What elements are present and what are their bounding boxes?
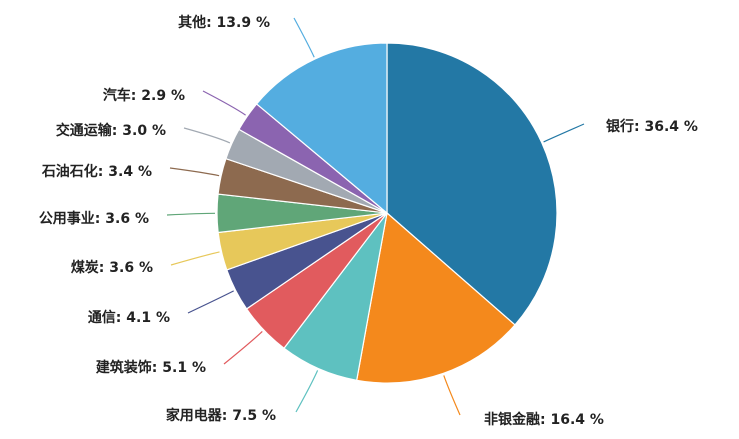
slice-label-公用事业: 公用事业: 3.6 % [39, 210, 149, 227]
slice-label-非银金融: 非银金融: 16.4 % [484, 411, 604, 428]
slice-label-其他: 其他: 13.9 % [178, 14, 270, 31]
leader-line-交通运输 [183, 127, 231, 144]
slice-label-石油石化: 石油石化: 3.4 % [41, 163, 152, 180]
slice-label-煤炭: 煤炭: 3.6 % [71, 259, 153, 276]
slice-label-交通运输: 交通运输: 3.0 % [56, 122, 166, 139]
leader-line-家用电器 [295, 370, 319, 413]
leader-line-建筑装饰 [223, 330, 263, 365]
slice-label-建筑装饰: 建筑装饰: 5.1 % [96, 359, 206, 376]
leader-line-通信 [187, 290, 234, 314]
leader-line-石油石化 [169, 167, 220, 177]
pie-slice-非银金融 [355, 211, 516, 384]
pie-slice-其他 [255, 42, 388, 215]
leader-line-煤炭 [170, 251, 220, 266]
pie-slices [216, 42, 558, 384]
slice-label-家用电器: 家用电器: 7.5 % [166, 407, 276, 424]
slice-label-汽车: 汽车: 2.9 % [103, 87, 185, 104]
pie-slice-银行 [386, 42, 558, 326]
leader-line-非银金融 [443, 375, 461, 416]
leader-line-汽车 [202, 90, 246, 116]
leader-lines [166, 17, 585, 416]
slice-label-银行: 银行: 36.4 % [606, 118, 698, 135]
slice-label-通信: 通信: 4.1 % [88, 309, 170, 326]
leader-line-公用事业 [166, 212, 216, 216]
slice-labels: 银行: 36.4 % 非银金融: 16.4 % 家用电器: 7.5 % 建筑装饰: 5… [39, 14, 698, 428]
leader-line-银行 [543, 123, 585, 143]
leader-line-其他 [293, 17, 315, 58]
